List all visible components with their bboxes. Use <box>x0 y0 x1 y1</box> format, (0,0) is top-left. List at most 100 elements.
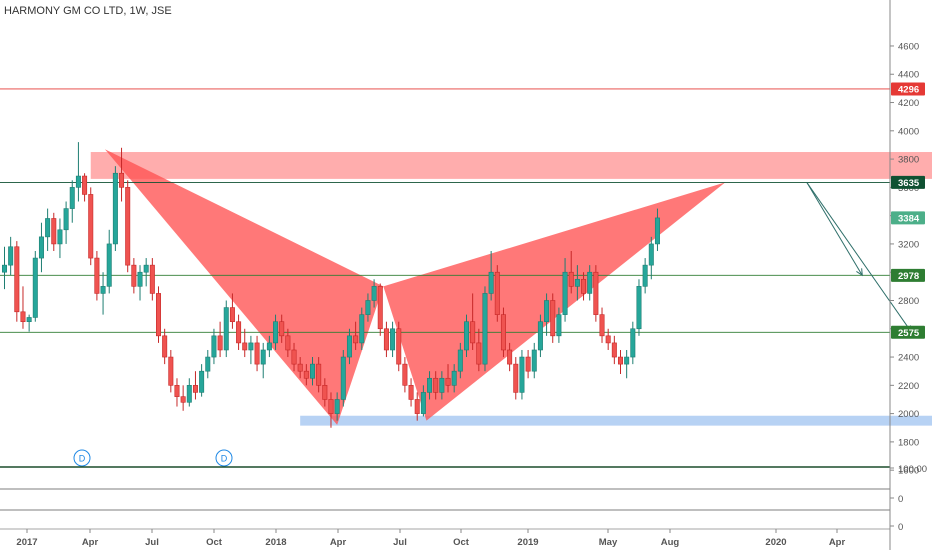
price-badge-label: 2978 <box>898 271 919 282</box>
projection-arrow-head <box>856 268 863 277</box>
candle-body <box>568 271 574 287</box>
resistance-zone <box>90 152 932 179</box>
price-tick-label: 2800 <box>898 296 919 307</box>
candle-body <box>82 175 88 195</box>
candle-body <box>334 399 340 414</box>
indicator-tick-label: 0 <box>898 494 903 505</box>
candle-body <box>217 335 223 351</box>
candle-body <box>353 335 359 344</box>
candle-body <box>371 286 377 301</box>
candle-body <box>494 271 500 315</box>
candle-body <box>285 335 291 351</box>
candle-body <box>254 342 260 365</box>
time-axis-ticks[interactable]: 2017 Apr Jul Oct 2018 Apr Jul Oct 2019 May Aug 2020… <box>16 529 845 548</box>
time-tick-label: 2019 <box>517 537 538 548</box>
candle-body <box>174 385 180 397</box>
price-tick-label: 3200 <box>898 239 919 250</box>
candle-body <box>599 314 605 337</box>
price-tick-label: 1600 <box>898 466 919 477</box>
candle-body <box>408 385 414 400</box>
candles-layer <box>1 142 660 428</box>
candle-body <box>69 187 75 209</box>
time-tick-label: Jul <box>393 537 407 548</box>
time-tick-label: 2018 <box>265 537 286 548</box>
candle-body <box>266 342 272 351</box>
price-badge-label: 2575 <box>898 328 920 339</box>
indicator-axis-ticks: 100.00 0 0 <box>890 464 927 533</box>
price-badge-3635 <box>891 175 925 189</box>
candle-body <box>383 328 389 351</box>
dividend-marker[interactable] <box>215 449 233 467</box>
price-axis-ticks[interactable]: 1600180020002200240026002800300032003400… <box>890 41 919 477</box>
chart-title: HARMONY GM CO LTD, 1W, JSE <box>4 5 172 17</box>
candle-body <box>162 335 168 358</box>
candle-body <box>340 356 346 400</box>
candle-body <box>476 342 482 365</box>
candle-body <box>149 264 155 294</box>
candle-body <box>654 217 660 245</box>
price-tick-label: 4000 <box>898 126 919 137</box>
candle-body <box>75 175 81 188</box>
price-level-badges: 4296 3635 3384 2978 2575 <box>891 82 925 339</box>
candle-body <box>574 278 580 287</box>
candle-body <box>186 385 192 403</box>
candle-body <box>605 335 611 344</box>
candle-body <box>322 385 328 400</box>
price-badge-label: 4296 <box>898 84 919 95</box>
candle-body <box>537 321 543 351</box>
candle-body <box>63 208 69 231</box>
candle-body <box>119 172 125 188</box>
candle-body <box>562 271 568 315</box>
time-tick-label: May <box>599 537 618 548</box>
candle-body <box>427 377 433 393</box>
candle-body <box>112 172 118 245</box>
candle-body <box>531 349 537 372</box>
candle-body <box>309 363 315 379</box>
time-tick-label: Jul <box>145 537 159 548</box>
candle-body <box>451 370 457 386</box>
candle-body <box>519 356 525 393</box>
candle-body <box>100 286 106 294</box>
candle-body <box>32 257 38 318</box>
price-tick-label: 3800 <box>898 155 919 166</box>
price-tick-label: 4200 <box>898 98 919 109</box>
candle-body <box>439 377 445 393</box>
candle-body <box>636 286 642 330</box>
candle-body <box>1 264 8 273</box>
candle-body <box>488 271 494 294</box>
candle-body <box>470 321 476 344</box>
candle-body <box>359 314 365 344</box>
time-tick-label: Aug <box>661 537 680 548</box>
candle-body <box>229 307 235 323</box>
dividend-marker[interactable] <box>73 449 91 467</box>
price-tick-label: 2200 <box>898 381 919 392</box>
price-badge-label: 3635 <box>898 178 920 189</box>
time-tick-label: Apr <box>829 537 846 548</box>
price-badge-label: 3384 <box>898 213 920 224</box>
price-tick-label: 2000 <box>898 409 919 420</box>
candle-body <box>624 356 630 365</box>
candle-body <box>611 342 617 358</box>
zones-layer <box>90 152 932 426</box>
candle-body <box>51 218 57 245</box>
dividend-marker-label: D <box>79 454 86 464</box>
price-badge-2978 <box>891 268 925 282</box>
candle-body <box>125 187 131 266</box>
candle-body <box>377 286 383 330</box>
candle-body <box>328 399 334 414</box>
candle-body <box>180 396 186 403</box>
time-tick-label: Apr <box>330 537 347 548</box>
candle-body <box>26 317 32 323</box>
candle-body <box>297 363 303 372</box>
time-tick-label: Oct <box>453 537 470 548</box>
candle-body <box>593 271 599 315</box>
price-badge-3384 <box>891 211 925 225</box>
candle-body <box>365 300 371 315</box>
indicator-tick-label: 100.00 <box>898 464 927 475</box>
candle-body <box>156 293 162 337</box>
candle-body <box>390 328 396 351</box>
candle-body <box>544 300 550 323</box>
price-badge-4296 <box>891 82 925 96</box>
candle-body <box>303 370 309 379</box>
